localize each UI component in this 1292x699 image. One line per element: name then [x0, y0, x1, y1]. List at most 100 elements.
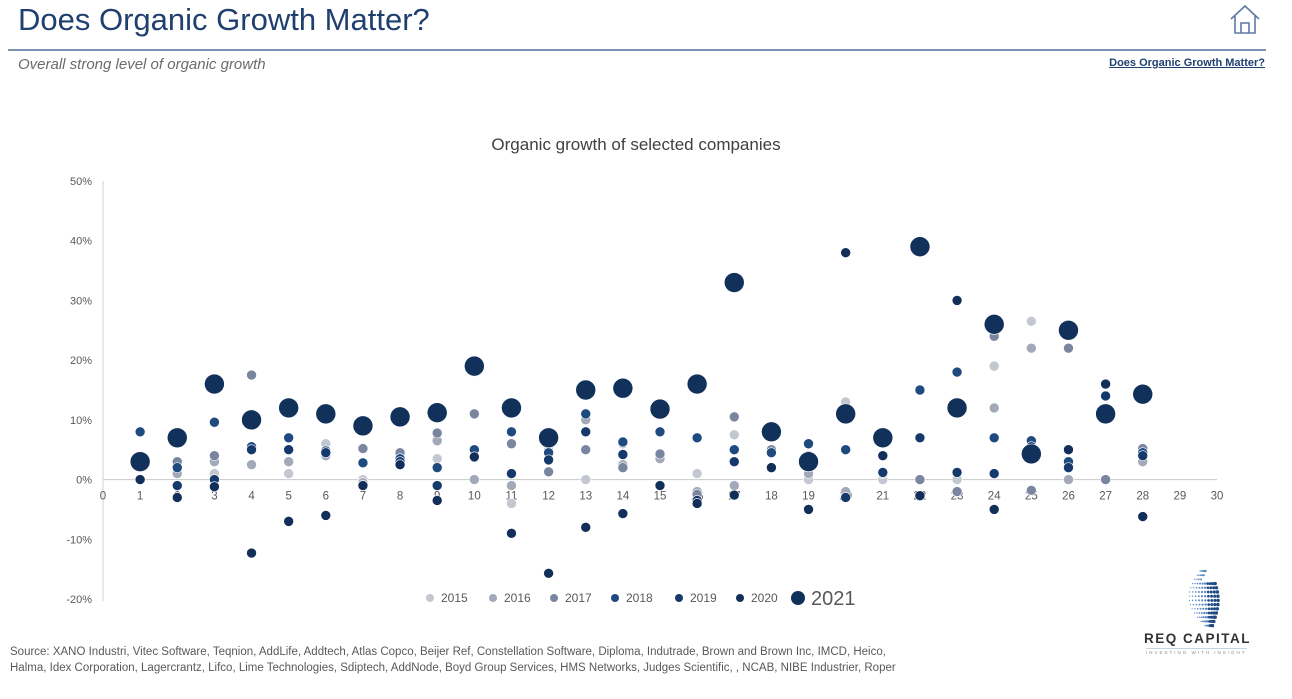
data-point-2017	[431, 427, 443, 439]
data-point-2021	[241, 409, 262, 431]
data-point-2018	[209, 416, 220, 428]
x-tick-label: 18	[765, 491, 778, 503]
data-point-2017	[469, 408, 480, 420]
logo-dot	[1201, 574, 1204, 577]
data-point-2016	[1026, 342, 1037, 354]
logo-dot	[1200, 590, 1204, 594]
data-point-2021	[761, 421, 782, 443]
logo-dot	[1203, 582, 1207, 585]
logo-dot	[1198, 586, 1201, 589]
data-point-2020	[840, 247, 851, 258]
data-point-2019	[728, 456, 740, 467]
logo-dot	[1204, 616, 1207, 619]
logo-dot	[1213, 581, 1217, 586]
logo-dot	[1207, 599, 1210, 602]
logo-dot	[1204, 569, 1207, 573]
logo-dot	[1203, 586, 1207, 590]
data-point-2021	[426, 402, 448, 423]
logo-tagline: INVESTING WITH INSIGHT	[1146, 648, 1247, 655]
logo-dot	[1195, 586, 1198, 589]
data-point-2017	[580, 444, 592, 456]
home-button[interactable]	[1228, 3, 1262, 35]
data-point-2021	[612, 377, 634, 399]
logo-dot	[1216, 594, 1220, 598]
logo-dot	[1196, 616, 1199, 618]
x-tick-label: 5	[285, 491, 291, 503]
logo-dot	[1198, 599, 1200, 602]
data-point-2018	[840, 444, 851, 456]
data-point-2019	[506, 468, 517, 479]
data-point-2018	[691, 432, 703, 444]
data-point-2020	[1063, 444, 1074, 456]
data-point-2016	[988, 402, 1000, 414]
y-tick-label: 30%	[70, 295, 92, 307]
data-point-2016	[246, 459, 257, 470]
nav-link-organic-growth[interactable]: Does Organic Growth Matter?	[1109, 57, 1265, 69]
x-tick-label: 15	[654, 491, 667, 503]
logo-dot	[1193, 612, 1196, 614]
logo-dot	[1210, 603, 1214, 607]
logo-globe-icon	[1188, 569, 1220, 628]
data-point-2020	[134, 474, 146, 485]
logo-dot	[1195, 603, 1198, 606]
data-point-2019	[951, 467, 963, 478]
data-point-2018	[766, 447, 777, 459]
data-point-2020	[654, 480, 666, 491]
x-tick-label: 7	[360, 491, 366, 503]
x-tick-label: 4	[248, 491, 255, 503]
logo-dot	[1198, 612, 1201, 614]
logo-dot	[1198, 574, 1200, 576]
logo-dot	[1209, 586, 1213, 590]
logo-dot	[1201, 582, 1204, 585]
logo-dot	[1199, 607, 1202, 610]
data-point-2020	[988, 504, 1000, 515]
logo-dot	[1206, 590, 1210, 594]
logo-dot	[1196, 582, 1199, 585]
data-point-2015	[728, 429, 740, 441]
data-point-2015	[283, 468, 294, 479]
logo-dot	[1202, 607, 1205, 610]
data-point-2020	[580, 522, 592, 533]
data-point-2018	[134, 426, 146, 438]
data-point-2021	[1095, 403, 1116, 425]
data-point-2020	[246, 547, 257, 559]
data-point-2019	[877, 467, 889, 478]
data-point-2018	[357, 457, 369, 469]
x-tick-label: 10	[468, 491, 481, 503]
data-point-2020	[1100, 378, 1111, 390]
data-point-2017	[357, 443, 369, 454]
logo-dot	[1196, 574, 1198, 576]
logo-dot	[1215, 590, 1220, 594]
data-point-2021	[909, 236, 931, 257]
x-tick-label: 24	[988, 491, 1001, 503]
data-point-2017	[914, 474, 926, 485]
x-tick-label: 8	[397, 491, 403, 503]
logo-dot	[1210, 594, 1214, 598]
x-tick-label: 12	[542, 491, 555, 503]
legend-label-2018: 2018	[626, 591, 653, 605]
logo-dot	[1189, 591, 1191, 593]
logo-dot	[1214, 586, 1219, 590]
data-point-2015	[1026, 316, 1037, 327]
y-tick-label: 40%	[70, 236, 92, 248]
logo-dot	[1201, 599, 1204, 602]
data-point-2021	[798, 451, 819, 472]
legend-marker-2019	[675, 594, 683, 602]
logo-dot	[1188, 599, 1191, 601]
data-point-2021	[352, 415, 374, 437]
logo-dot	[1210, 598, 1214, 602]
data-point-2020	[1137, 511, 1149, 522]
logo-dot	[1213, 594, 1217, 598]
data-point-2016	[469, 474, 480, 485]
logo-dot	[1201, 586, 1204, 589]
logo-dot	[1203, 594, 1207, 598]
x-tick-label: 29	[1173, 491, 1186, 503]
logo-dot	[1204, 599, 1207, 602]
logo-dot	[1201, 620, 1204, 623]
logo-dot	[1198, 616, 1201, 618]
data-point-2021	[1132, 383, 1154, 405]
data-point-2021	[538, 427, 559, 449]
data-point-2020	[617, 508, 629, 519]
logo-dot	[1206, 586, 1210, 590]
data-point-2018	[728, 444, 740, 456]
